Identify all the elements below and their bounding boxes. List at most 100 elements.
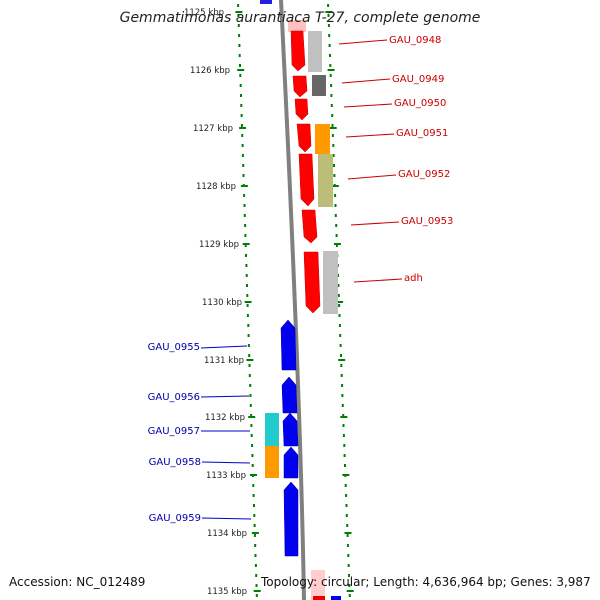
scale-dot — [247, 344, 250, 347]
length-value: 4,636,964 bp; — [422, 575, 507, 589]
scale-dot — [255, 574, 258, 577]
gene-fragment — [331, 596, 341, 600]
scale-dot — [337, 284, 340, 287]
label-leader — [201, 517, 252, 520]
scale-dot — [253, 534, 256, 537]
forward-genes — [290, 30, 321, 314]
gene-arrow[interactable] — [280, 319, 297, 371]
forward-gene-labels: GAU_0948 GAU_0949 GAU_0950 GAU_0951 GAU_… — [338, 35, 453, 284]
genes-label: Genes: — [510, 575, 553, 589]
scale-dot — [330, 94, 333, 97]
scale-major-tick — [253, 590, 261, 592]
topology-label: Topology: — [261, 575, 318, 589]
scale-dot — [334, 204, 337, 207]
gene-label-gau-0958[interactable]: GAU_0958 — [149, 457, 201, 468]
gene-label-gau-0959[interactable]: GAU_0959 — [149, 513, 201, 524]
topology-value: circular; — [320, 575, 370, 589]
gene-arrow[interactable] — [283, 446, 299, 479]
scale-dot — [249, 384, 252, 387]
scale-dot — [252, 484, 255, 487]
scale-dot — [331, 124, 334, 127]
label-leader — [350, 221, 400, 226]
scale-dot — [347, 564, 350, 567]
scale-dot — [254, 544, 257, 547]
scale-dot — [246, 284, 248, 287]
gene-arrow[interactable] — [298, 153, 315, 207]
scale-dot — [243, 194, 246, 197]
scale-dot — [239, 64, 241, 67]
scale-dot — [241, 154, 244, 157]
gene-label-gau-0956[interactable]: GAU_0956 — [148, 392, 200, 403]
scale-major-tick — [336, 301, 344, 303]
scale-dot — [346, 524, 349, 527]
scale-dot — [249, 394, 252, 397]
scale-dot — [327, 14, 330, 17]
reverse-gene-labels: GAU_0955 GAU_0956 GAU_0957 GAU_0958 GAU_… — [148, 342, 252, 524]
gene-arrow[interactable] — [296, 123, 312, 153]
gene-arrow[interactable] — [301, 209, 318, 244]
tick-label-1129: 1129 kbp — [199, 240, 239, 250]
scale-dot — [250, 434, 253, 437]
gene-label-adh[interactable]: adh — [404, 273, 423, 284]
feature-block — [265, 446, 279, 478]
label-leader — [201, 461, 251, 464]
gene-arrow[interactable] — [282, 412, 299, 447]
scale-major-tick — [250, 474, 257, 476]
scale-major-tick — [338, 359, 346, 361]
gene-label-gau-0951[interactable]: GAU_0951 — [396, 128, 448, 139]
label-leader — [200, 345, 248, 349]
label-leader — [353, 278, 403, 283]
scale-major-tick — [246, 359, 254, 361]
scale-dot — [328, 34, 331, 37]
scale-dot — [345, 504, 348, 507]
scale-major-tick — [244, 301, 252, 303]
scale-dot — [254, 554, 257, 557]
scale-dot — [239, 74, 242, 77]
scale-dot — [255, 584, 258, 587]
scale-dot — [329, 54, 331, 57]
gene-label-gau-0948[interactable]: GAU_0948 — [389, 35, 441, 46]
scale-major-tick — [325, 11, 333, 13]
scale-major-tick — [333, 243, 341, 245]
scale-dot — [242, 174, 245, 177]
scale-dot — [333, 164, 335, 167]
reverse-features — [265, 413, 279, 478]
gene-label-gau-0950[interactable]: GAU_0950 — [394, 98, 446, 109]
scale-dot — [339, 344, 342, 347]
label-leader — [200, 395, 250, 398]
gene-fragment — [288, 20, 306, 32]
gene-arrow[interactable] — [292, 75, 308, 98]
label-leader — [347, 174, 397, 180]
gene-label-gau-0955[interactable]: GAU_0955 — [148, 342, 200, 353]
scale-dot — [248, 364, 251, 367]
scale-dot — [335, 244, 338, 247]
label-leader — [345, 133, 395, 138]
scale-dot — [338, 304, 341, 307]
scale-dot — [254, 564, 257, 567]
gene-arrow[interactable] — [283, 481, 299, 557]
tick-label-1132: 1132 kbp — [205, 413, 245, 423]
scale-dot — [243, 204, 246, 207]
scale-dot — [334, 214, 337, 217]
scale-dot — [250, 414, 253, 417]
gene-arrow[interactable] — [294, 98, 309, 121]
gene-label-gau-0957[interactable]: GAU_0957 — [148, 426, 200, 437]
scale-dot — [253, 524, 256, 527]
gene-arrow[interactable] — [290, 30, 306, 72]
scale-dot — [240, 124, 243, 127]
scale-dot — [340, 364, 343, 367]
gene-arrow[interactable] — [303, 251, 321, 314]
scale-dot — [241, 134, 244, 137]
scale-dot — [246, 304, 249, 307]
scale-dot — [337, 294, 340, 297]
gene-label-gau-0953[interactable]: GAU_0953 — [401, 216, 453, 227]
gene-label-gau-0949[interactable]: GAU_0949 — [392, 74, 444, 85]
scale-dot — [246, 294, 249, 297]
genes-value: 3,987 — [556, 575, 591, 589]
gene-label-gau-0952[interactable]: GAU_0952 — [398, 169, 450, 180]
scale-dot — [348, 574, 350, 577]
scale-major-tick — [242, 243, 250, 245]
gene-arrow[interactable] — [281, 376, 298, 414]
gene-fragment — [311, 570, 325, 600]
scale-major-tick — [346, 590, 354, 592]
